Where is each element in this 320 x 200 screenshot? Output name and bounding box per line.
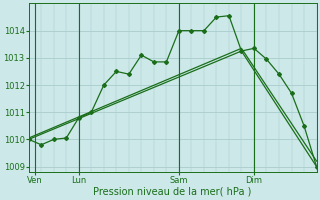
X-axis label: Pression niveau de la mer( hPa ): Pression niveau de la mer( hPa )	[93, 187, 252, 197]
